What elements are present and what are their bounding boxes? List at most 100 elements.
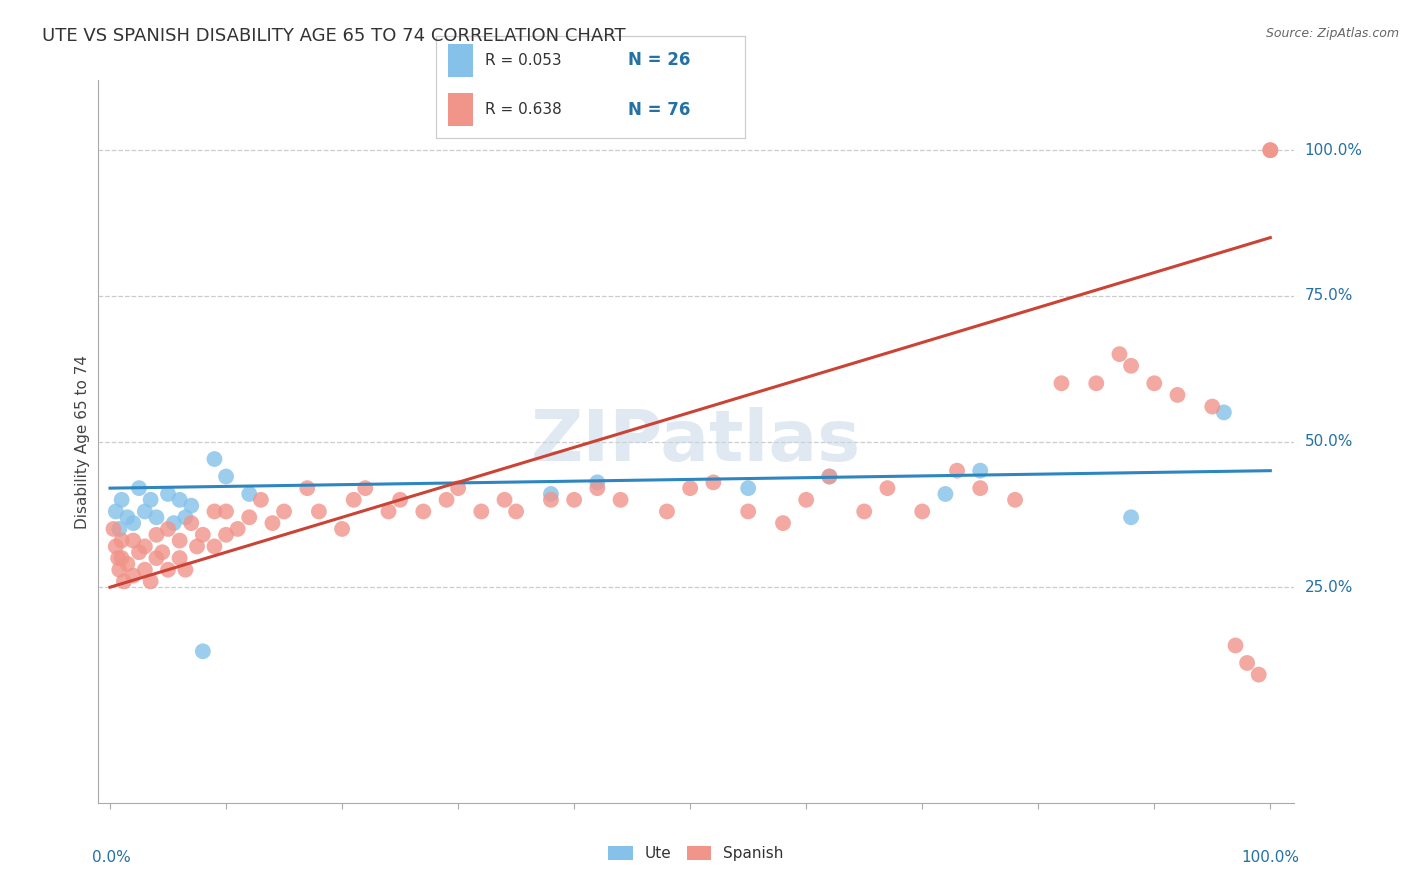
Point <box>389 492 412 507</box>
FancyBboxPatch shape <box>449 44 472 77</box>
Point <box>1143 376 1166 391</box>
Y-axis label: Disability Age 65 to 74: Disability Age 65 to 74 <box>75 354 90 529</box>
Text: 0.0%: 0.0% <box>93 850 131 864</box>
Point <box>128 545 150 559</box>
Point <box>111 492 134 507</box>
FancyBboxPatch shape <box>449 93 472 126</box>
Point <box>145 551 167 566</box>
Text: N = 76: N = 76 <box>627 101 690 119</box>
Point <box>191 528 214 542</box>
Point <box>204 452 226 467</box>
Point <box>737 504 759 518</box>
Point <box>772 516 794 530</box>
Point <box>191 644 214 658</box>
Point <box>108 522 131 536</box>
Point <box>215 504 238 518</box>
Text: 25.0%: 25.0% <box>1305 580 1353 595</box>
Point <box>128 481 150 495</box>
Point <box>1247 667 1270 681</box>
Point <box>308 504 330 518</box>
Point <box>818 469 841 483</box>
Point <box>1119 359 1142 373</box>
Point <box>122 568 145 582</box>
Text: ZIPatlas: ZIPatlas <box>531 407 860 476</box>
Point <box>1258 143 1281 157</box>
Point <box>150 545 173 559</box>
Point <box>343 492 366 507</box>
Point <box>969 464 991 478</box>
Point <box>111 551 134 566</box>
Point <box>377 504 399 518</box>
Point <box>818 469 841 483</box>
Point <box>586 475 609 490</box>
Point <box>215 469 238 483</box>
Point <box>108 563 131 577</box>
Point <box>1108 347 1130 361</box>
Legend: Ute, Spanish: Ute, Spanish <box>602 839 790 867</box>
Point <box>447 481 470 495</box>
Point <box>505 504 527 518</box>
Point <box>186 540 208 554</box>
Point <box>180 516 202 530</box>
Point <box>226 522 249 536</box>
Point <box>134 540 156 554</box>
Point <box>436 492 458 507</box>
Point <box>111 533 134 548</box>
Point <box>107 551 129 566</box>
Point <box>540 492 562 507</box>
Text: Source: ZipAtlas.com: Source: ZipAtlas.com <box>1265 27 1399 40</box>
Point <box>117 510 139 524</box>
Point <box>470 504 492 518</box>
Point <box>145 528 167 542</box>
Point <box>238 487 260 501</box>
Point <box>794 492 817 507</box>
Point <box>122 516 145 530</box>
Point <box>157 522 180 536</box>
Point <box>238 510 260 524</box>
Point <box>1050 376 1073 391</box>
Point <box>969 481 991 495</box>
Point <box>354 481 377 495</box>
Point <box>876 481 898 495</box>
Point <box>1236 656 1258 670</box>
Point <box>134 563 156 577</box>
Point <box>562 492 585 507</box>
Text: UTE VS SPANISH DISABILITY AGE 65 TO 74 CORRELATION CHART: UTE VS SPANISH DISABILITY AGE 65 TO 74 C… <box>42 27 626 45</box>
Point <box>139 574 162 589</box>
Point <box>204 504 226 518</box>
Text: R = 0.638: R = 0.638 <box>485 102 562 117</box>
Point <box>540 487 562 501</box>
Point <box>104 504 127 518</box>
Point <box>163 516 186 530</box>
Text: 100.0%: 100.0% <box>1305 143 1362 158</box>
Point <box>204 540 226 554</box>
Point <box>412 504 434 518</box>
Point <box>157 487 180 501</box>
Point <box>679 481 702 495</box>
Point <box>174 563 197 577</box>
Point <box>702 475 724 490</box>
Point <box>250 492 273 507</box>
Point <box>1212 405 1234 419</box>
Point <box>737 481 759 495</box>
Point <box>215 528 238 542</box>
Text: N = 26: N = 26 <box>627 52 690 70</box>
Point <box>134 504 156 518</box>
Point <box>853 504 876 518</box>
Point <box>262 516 284 530</box>
Point <box>139 492 162 507</box>
Point <box>1004 492 1026 507</box>
Text: 75.0%: 75.0% <box>1305 288 1353 303</box>
Point <box>1201 400 1223 414</box>
Point <box>655 504 678 518</box>
Point <box>122 533 145 548</box>
Point <box>169 492 191 507</box>
Point <box>1119 510 1142 524</box>
Text: R = 0.053: R = 0.053 <box>485 53 562 68</box>
Point <box>1225 639 1247 653</box>
Point <box>1166 388 1188 402</box>
Point <box>330 522 353 536</box>
Point <box>103 522 125 536</box>
Point <box>494 492 516 507</box>
Point <box>157 563 180 577</box>
